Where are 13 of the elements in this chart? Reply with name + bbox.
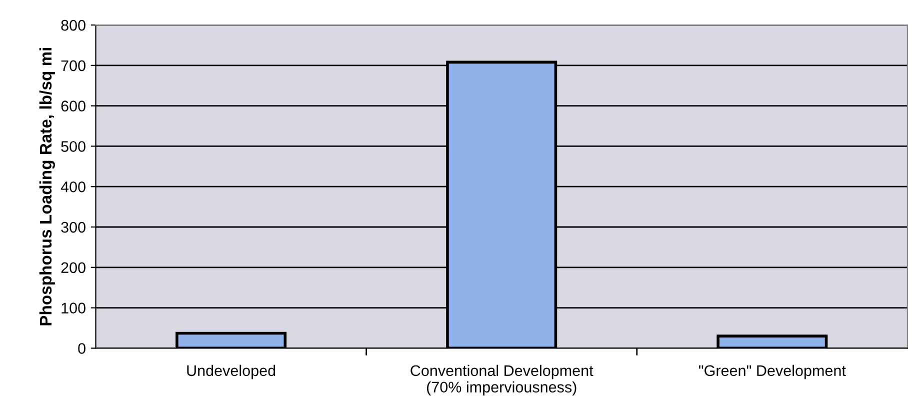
x-tick-label: "Green" Development <box>699 364 846 380</box>
x-tick-label: Conventional Development (70% imperviousness) <box>410 364 594 396</box>
y-tick-label: 700 <box>61 60 86 72</box>
y-tick-label: 100 <box>62 302 86 314</box>
y-tick-label: 200 <box>61 262 86 274</box>
y-tick-label: 0 <box>78 343 86 354</box>
y-tick-label: 400 <box>60 181 86 192</box>
y-tick-label: 500 <box>61 141 86 152</box>
y-tick-label: 800 <box>61 20 86 31</box>
y-axis-title: Phosphorus Loading Rate, lb/sq mi <box>39 48 55 326</box>
y-tick-label: 600 <box>61 100 86 112</box>
y-tick-label: 300 <box>61 222 86 233</box>
x-tick-label: Undeveloped <box>187 364 276 380</box>
